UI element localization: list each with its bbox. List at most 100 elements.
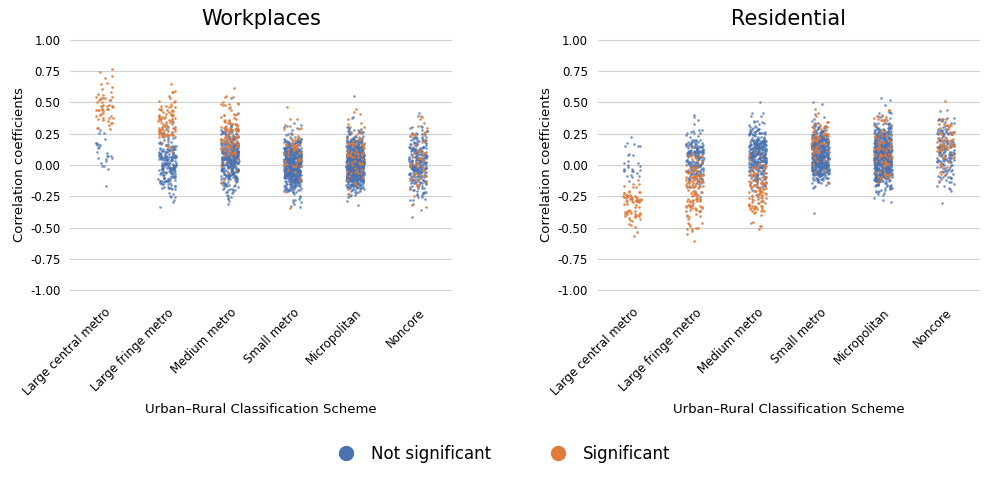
Point [354,148,370,155]
Point [695,145,711,153]
Point [345,158,361,166]
Point [230,148,246,156]
Point [281,162,297,170]
Point [218,134,234,141]
Point [939,107,955,114]
Point [351,128,367,136]
Point [813,175,829,183]
Point [875,120,891,128]
Point [680,153,696,161]
Point [821,169,837,177]
Point [809,169,825,177]
Point [808,168,824,176]
Point [816,113,832,121]
Point [213,136,229,144]
Point [879,158,895,166]
Point [342,160,358,167]
Point [755,180,771,187]
Point [411,154,427,162]
Point [931,178,947,185]
Point [805,158,821,166]
Point [879,157,895,165]
Point [872,154,888,162]
Point [745,149,761,156]
Point [215,128,231,135]
Point [685,170,701,178]
Point [866,147,882,154]
Point [280,146,296,154]
Point [819,167,835,175]
Point [682,184,698,191]
Point [812,173,828,180]
Point [158,141,174,149]
Point [690,177,706,185]
Point [354,170,370,178]
Point [687,161,703,168]
Point [814,164,830,172]
Point [282,153,298,161]
Point [693,160,709,167]
Point [218,151,234,159]
Point [877,154,893,162]
Point [278,152,294,160]
Point [225,150,241,157]
Point [812,148,828,155]
Point [414,147,430,155]
Point [820,160,836,168]
Point [227,181,243,188]
Point [689,167,705,175]
Point [291,162,307,169]
Point [804,134,820,141]
Point [872,144,888,152]
Point [931,116,947,123]
Point [679,197,695,205]
Point [217,101,233,109]
Point [277,183,293,190]
Point [680,149,696,156]
Point [946,142,962,150]
Point [808,145,824,152]
Point [816,152,832,160]
Point [355,163,371,171]
Point [160,133,176,141]
Point [879,155,895,163]
Point [223,155,239,163]
Point [804,166,820,174]
Point [684,227,700,235]
Point [811,157,827,165]
Point [943,151,959,159]
Point [409,166,425,174]
Point [276,165,292,173]
Point [616,182,632,190]
Point [931,148,947,155]
Point [752,163,768,170]
Point [284,155,300,163]
Point [943,121,959,129]
Point [280,166,296,174]
Point [945,151,961,158]
Point [870,134,886,142]
Point [164,117,180,124]
Point [816,136,832,143]
Point [156,174,172,182]
Point [883,137,899,144]
Point [346,157,362,165]
Point [160,175,176,183]
Point [807,148,823,155]
Point [812,167,828,175]
Point [414,124,430,131]
Point [277,165,293,173]
Point [882,151,898,158]
Point [932,138,948,145]
Point [678,141,694,148]
Point [946,146,962,154]
Point [819,168,835,176]
Point [868,172,884,179]
Point [161,146,177,153]
Point [930,144,946,152]
Point [285,171,301,179]
Point [882,145,898,152]
Point [945,128,961,136]
Point [749,164,765,172]
Point [280,149,296,156]
